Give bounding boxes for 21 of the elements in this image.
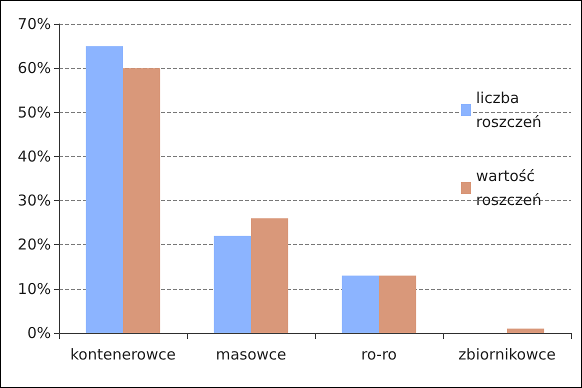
bar [342, 276, 379, 333]
legend-label: liczba roszczeń [476, 89, 542, 131]
y-tick-label: 60% [18, 59, 51, 78]
x-tick-label: zbiornikowce [458, 346, 556, 364]
y-tick-label: 0% [27, 324, 51, 342]
y-tick-label: 30% [18, 192, 51, 210]
y-tick-label: 20% [18, 236, 51, 254]
y-tick-label: 40% [18, 147, 51, 166]
x-tick-label: ro-ro [361, 346, 397, 364]
bar [507, 328, 544, 333]
y-tick-label: 70% [18, 15, 51, 33]
x-tick-label: kontenerowce [70, 346, 176, 364]
bar [86, 46, 123, 333]
y-tick-label: 50% [18, 103, 51, 122]
bar [379, 276, 416, 333]
x-tick-label: masowce [216, 346, 286, 364]
bar [214, 236, 251, 333]
legend-label: wartość roszczeń [476, 167, 542, 209]
bar [123, 68, 160, 333]
y-tick-label: 10% [18, 280, 51, 298]
bar [251, 218, 288, 333]
